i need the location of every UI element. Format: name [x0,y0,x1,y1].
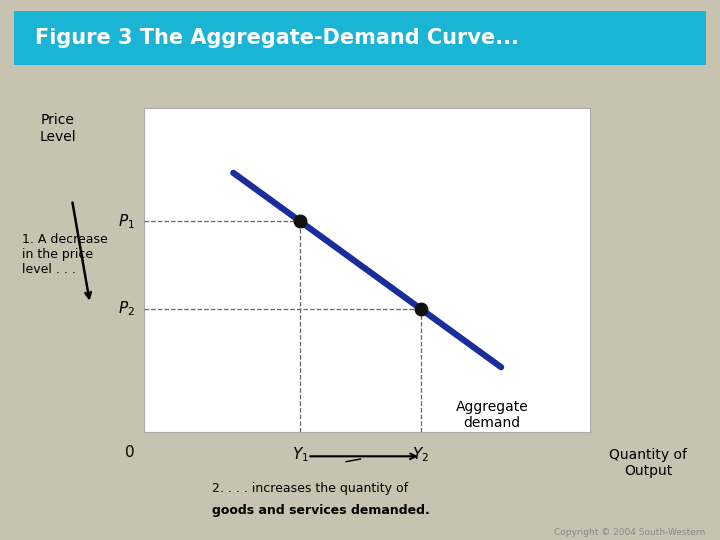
Text: Copyright © 2004 South-Western: Copyright © 2004 South-Western [554,528,706,537]
Text: Figure 3 The Aggregate-Demand Curve...: Figure 3 The Aggregate-Demand Curve... [35,28,519,48]
Text: goods and services demanded.: goods and services demanded. [212,504,430,517]
Text: $Y_2$: $Y_2$ [413,445,429,464]
Text: 2. . . . increases the quantity of: 2. . . . increases the quantity of [212,482,408,495]
FancyBboxPatch shape [0,8,720,68]
Text: $P_2$: $P_2$ [118,300,135,318]
Text: Aggregate
demand: Aggregate demand [456,400,528,430]
Text: $P_1$: $P_1$ [118,212,135,231]
Text: Price
Level: Price Level [40,113,76,144]
Text: Quantity of
Output: Quantity of Output [609,448,687,478]
Text: 1. A decrease
in the price
level . . .: 1. A decrease in the price level . . . [22,233,107,276]
Text: $Y_1$: $Y_1$ [292,445,309,464]
Text: 0: 0 [125,445,135,460]
